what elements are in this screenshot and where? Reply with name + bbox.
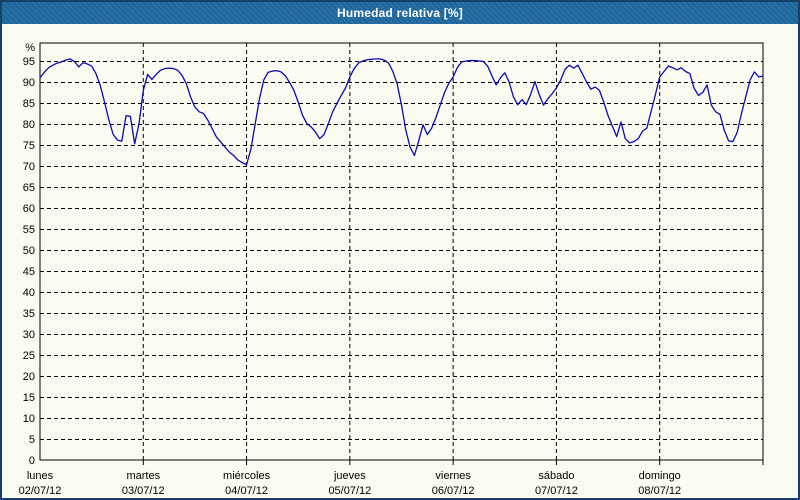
x-day-name-label: jueves xyxy=(333,470,366,482)
x-day-date-label: 02/07/12 xyxy=(19,485,62,497)
x-day-name-label: lunes xyxy=(27,470,54,482)
y-tick-label: 60 xyxy=(23,203,35,215)
plot-frame xyxy=(39,42,764,461)
x-day-date-label: 05/07/12 xyxy=(328,485,371,497)
y-axis-unit-label: % xyxy=(25,42,35,54)
y-tick-label: 35 xyxy=(23,308,35,320)
y-tick-label: 10 xyxy=(23,413,35,425)
x-day-date-label: 04/07/12 xyxy=(225,485,268,497)
y-tick-label: 50 xyxy=(23,245,35,257)
y-tick-label: 55 xyxy=(23,224,35,236)
y-tick-label: 30 xyxy=(23,329,35,341)
y-axis-labels: 0 5 10 15 20 25 30 35 40 45 50 55 60 65 70 75 80 85 90 95% xyxy=(23,42,35,467)
y-tick-label: 25 xyxy=(23,350,35,362)
x-day-name-label: martes xyxy=(126,470,160,482)
humidity-series-line xyxy=(39,58,764,166)
y-tick-label: 40 xyxy=(23,287,35,299)
y-tick-label: 80 xyxy=(23,119,35,131)
y-tick-label: 45 xyxy=(23,266,35,278)
grid-lines xyxy=(40,43,763,460)
x-day-date-label: 07/07/12 xyxy=(535,485,578,497)
y-tick-label: 90 xyxy=(23,77,35,89)
y-tick-label: 75 xyxy=(23,140,35,152)
chart-area: 0 5 10 15 20 25 30 35 40 45 50 55 60 65 70 75 80 85 90 95% l… xyxy=(2,24,798,498)
y-tick-label: 0 xyxy=(29,455,35,467)
x-day-name-label: viernes xyxy=(435,470,471,482)
x-day-date-label: 06/07/12 xyxy=(432,485,475,497)
x-axis-labels: lunes 02/07/12 martes 03/07/12 miércoles 04/0… xyxy=(19,470,682,497)
x-day-name-label: miércoles xyxy=(223,470,271,482)
y-tick-label: 70 xyxy=(23,161,35,173)
x-day-name-label: domingo xyxy=(639,470,681,482)
y-tick-label: 95 xyxy=(23,56,35,68)
x-day-date-label: 03/07/12 xyxy=(122,485,165,497)
y-tick-label: 65 xyxy=(23,182,35,194)
x-day-date-label: 08/07/12 xyxy=(638,485,681,497)
humidity-line-chart: 0 5 10 15 20 25 30 35 40 45 50 55 60 65 70 75 80 85 90 95% l… xyxy=(19,42,764,497)
chart-title-bar: Humedad relativa [%] xyxy=(2,2,798,24)
y-tick-label: 15 xyxy=(23,392,35,404)
x-day-name-label: sábado xyxy=(538,470,574,482)
y-tick-label: 5 xyxy=(29,434,35,446)
y-tick-label: 20 xyxy=(23,371,35,383)
y-tick-label: 85 xyxy=(23,98,35,110)
axes xyxy=(142,460,764,465)
